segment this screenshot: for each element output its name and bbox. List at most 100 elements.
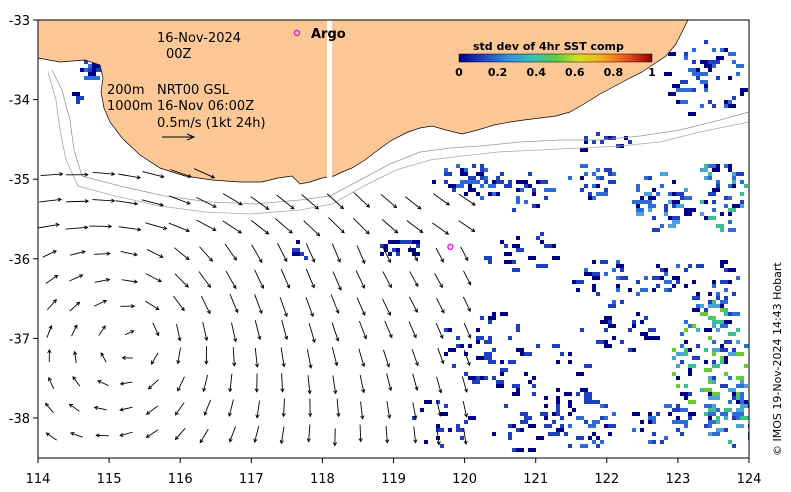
sst-pixel <box>528 256 536 260</box>
sst-pixel <box>720 280 728 284</box>
sst-pixel <box>512 244 520 248</box>
sst-pixel <box>676 364 680 368</box>
sst-pixel <box>704 84 708 88</box>
current-arrow <box>332 271 342 291</box>
current-arrow <box>275 218 293 234</box>
current-arrow <box>145 429 159 438</box>
current-arrow <box>281 398 286 418</box>
sst-pixel <box>652 328 656 332</box>
argo-float-marker <box>447 243 454 251</box>
sst-pixel <box>500 312 508 316</box>
current-arrow <box>353 218 370 235</box>
sst-pixel <box>680 80 688 84</box>
sst-pixel <box>704 348 708 352</box>
sst-pixel <box>636 188 640 192</box>
sst-pixel <box>740 88 748 92</box>
surface-current-arrows <box>38 168 476 447</box>
sst-pixel <box>488 260 492 264</box>
sst-pixel <box>440 444 444 448</box>
sst-pixel <box>576 392 580 396</box>
sst-pixel <box>648 328 652 332</box>
sst-pixel <box>688 68 696 72</box>
sst-pixel <box>720 228 724 232</box>
current-arrow <box>94 251 111 256</box>
sst-pixel <box>616 284 620 288</box>
sst-pixel <box>520 248 524 252</box>
current-arrow <box>306 424 311 443</box>
sst-pixel <box>596 436 600 440</box>
sst-pixel <box>668 200 672 204</box>
product-time-label: 16-Nov 06:00Z <box>157 99 254 114</box>
current-arrow <box>280 347 286 368</box>
sst-pixel <box>84 60 88 64</box>
sst-pixel <box>608 324 616 328</box>
sst-pixel <box>580 148 588 152</box>
sst-pixel <box>640 288 648 292</box>
sst-pixel <box>728 280 732 284</box>
current-arrow <box>412 402 418 420</box>
sst-pixel <box>576 280 584 284</box>
sst-pixel <box>648 412 652 416</box>
sst-pixel <box>448 184 456 188</box>
sst-pixel <box>544 404 548 408</box>
sst-pixel <box>736 416 740 420</box>
sst-pixel <box>728 220 732 224</box>
current-arrow <box>254 320 262 341</box>
current-arrow <box>120 251 138 257</box>
sst-pixel <box>688 208 696 212</box>
sst-pixel <box>632 412 640 416</box>
sst-pixel <box>680 360 684 364</box>
sst-pixel <box>500 360 504 364</box>
sst-pixel <box>572 408 576 412</box>
sst-pixel <box>444 180 448 184</box>
sst-pixel <box>624 136 628 140</box>
sst-pixel <box>652 440 656 444</box>
sst-pixel <box>472 164 476 168</box>
sst-pixel <box>652 188 656 192</box>
current-arrow <box>71 324 78 337</box>
sst-pixel <box>584 364 592 368</box>
sst-pixel <box>708 100 712 104</box>
current-arrow <box>194 168 216 179</box>
sst-pixel <box>740 200 744 204</box>
sst-pixel <box>672 372 676 376</box>
sst-pixel <box>76 96 84 100</box>
sst-pixel <box>720 356 724 360</box>
sst-pixel <box>740 408 744 412</box>
sst-pixel <box>488 192 492 196</box>
current-arrow <box>229 293 239 314</box>
sst-pixel <box>552 412 556 416</box>
sst-pixel <box>544 244 552 248</box>
sst-pixel <box>516 428 520 432</box>
sst-pixel <box>716 224 724 228</box>
sst-pixel <box>716 320 724 324</box>
current-arrow <box>199 246 213 262</box>
sst-pixel <box>584 172 588 176</box>
colorbar-tick-label: 0.6 <box>565 66 585 79</box>
sst-pixel <box>484 340 492 344</box>
sst-pixel <box>632 324 636 328</box>
sst-pixel <box>96 68 100 72</box>
sst-pixel <box>480 376 484 380</box>
sst-pixel <box>608 424 616 428</box>
sst-pixel <box>684 188 688 192</box>
lat-tick-label: -38 <box>9 412 30 427</box>
sst-pixel <box>676 192 684 196</box>
lon-tick-label: 116 <box>168 472 193 487</box>
sst-pixel <box>388 252 392 256</box>
sst-pixel <box>524 184 528 188</box>
sst-pixel <box>520 188 524 192</box>
current-arrow <box>386 401 392 420</box>
lat-tick-label: -35 <box>9 173 30 188</box>
sst-pixel <box>668 92 676 96</box>
sst-pixel <box>500 240 504 244</box>
sst-pixel <box>708 424 712 428</box>
sst-pixel <box>628 348 632 352</box>
sst-pixel <box>700 80 708 84</box>
sst-pixel <box>716 296 720 300</box>
sst-pixel <box>584 136 588 140</box>
sst-pixel <box>424 400 432 404</box>
current-arrow <box>170 169 192 178</box>
sst-pixel <box>600 440 604 444</box>
sst-pixel <box>684 212 688 216</box>
